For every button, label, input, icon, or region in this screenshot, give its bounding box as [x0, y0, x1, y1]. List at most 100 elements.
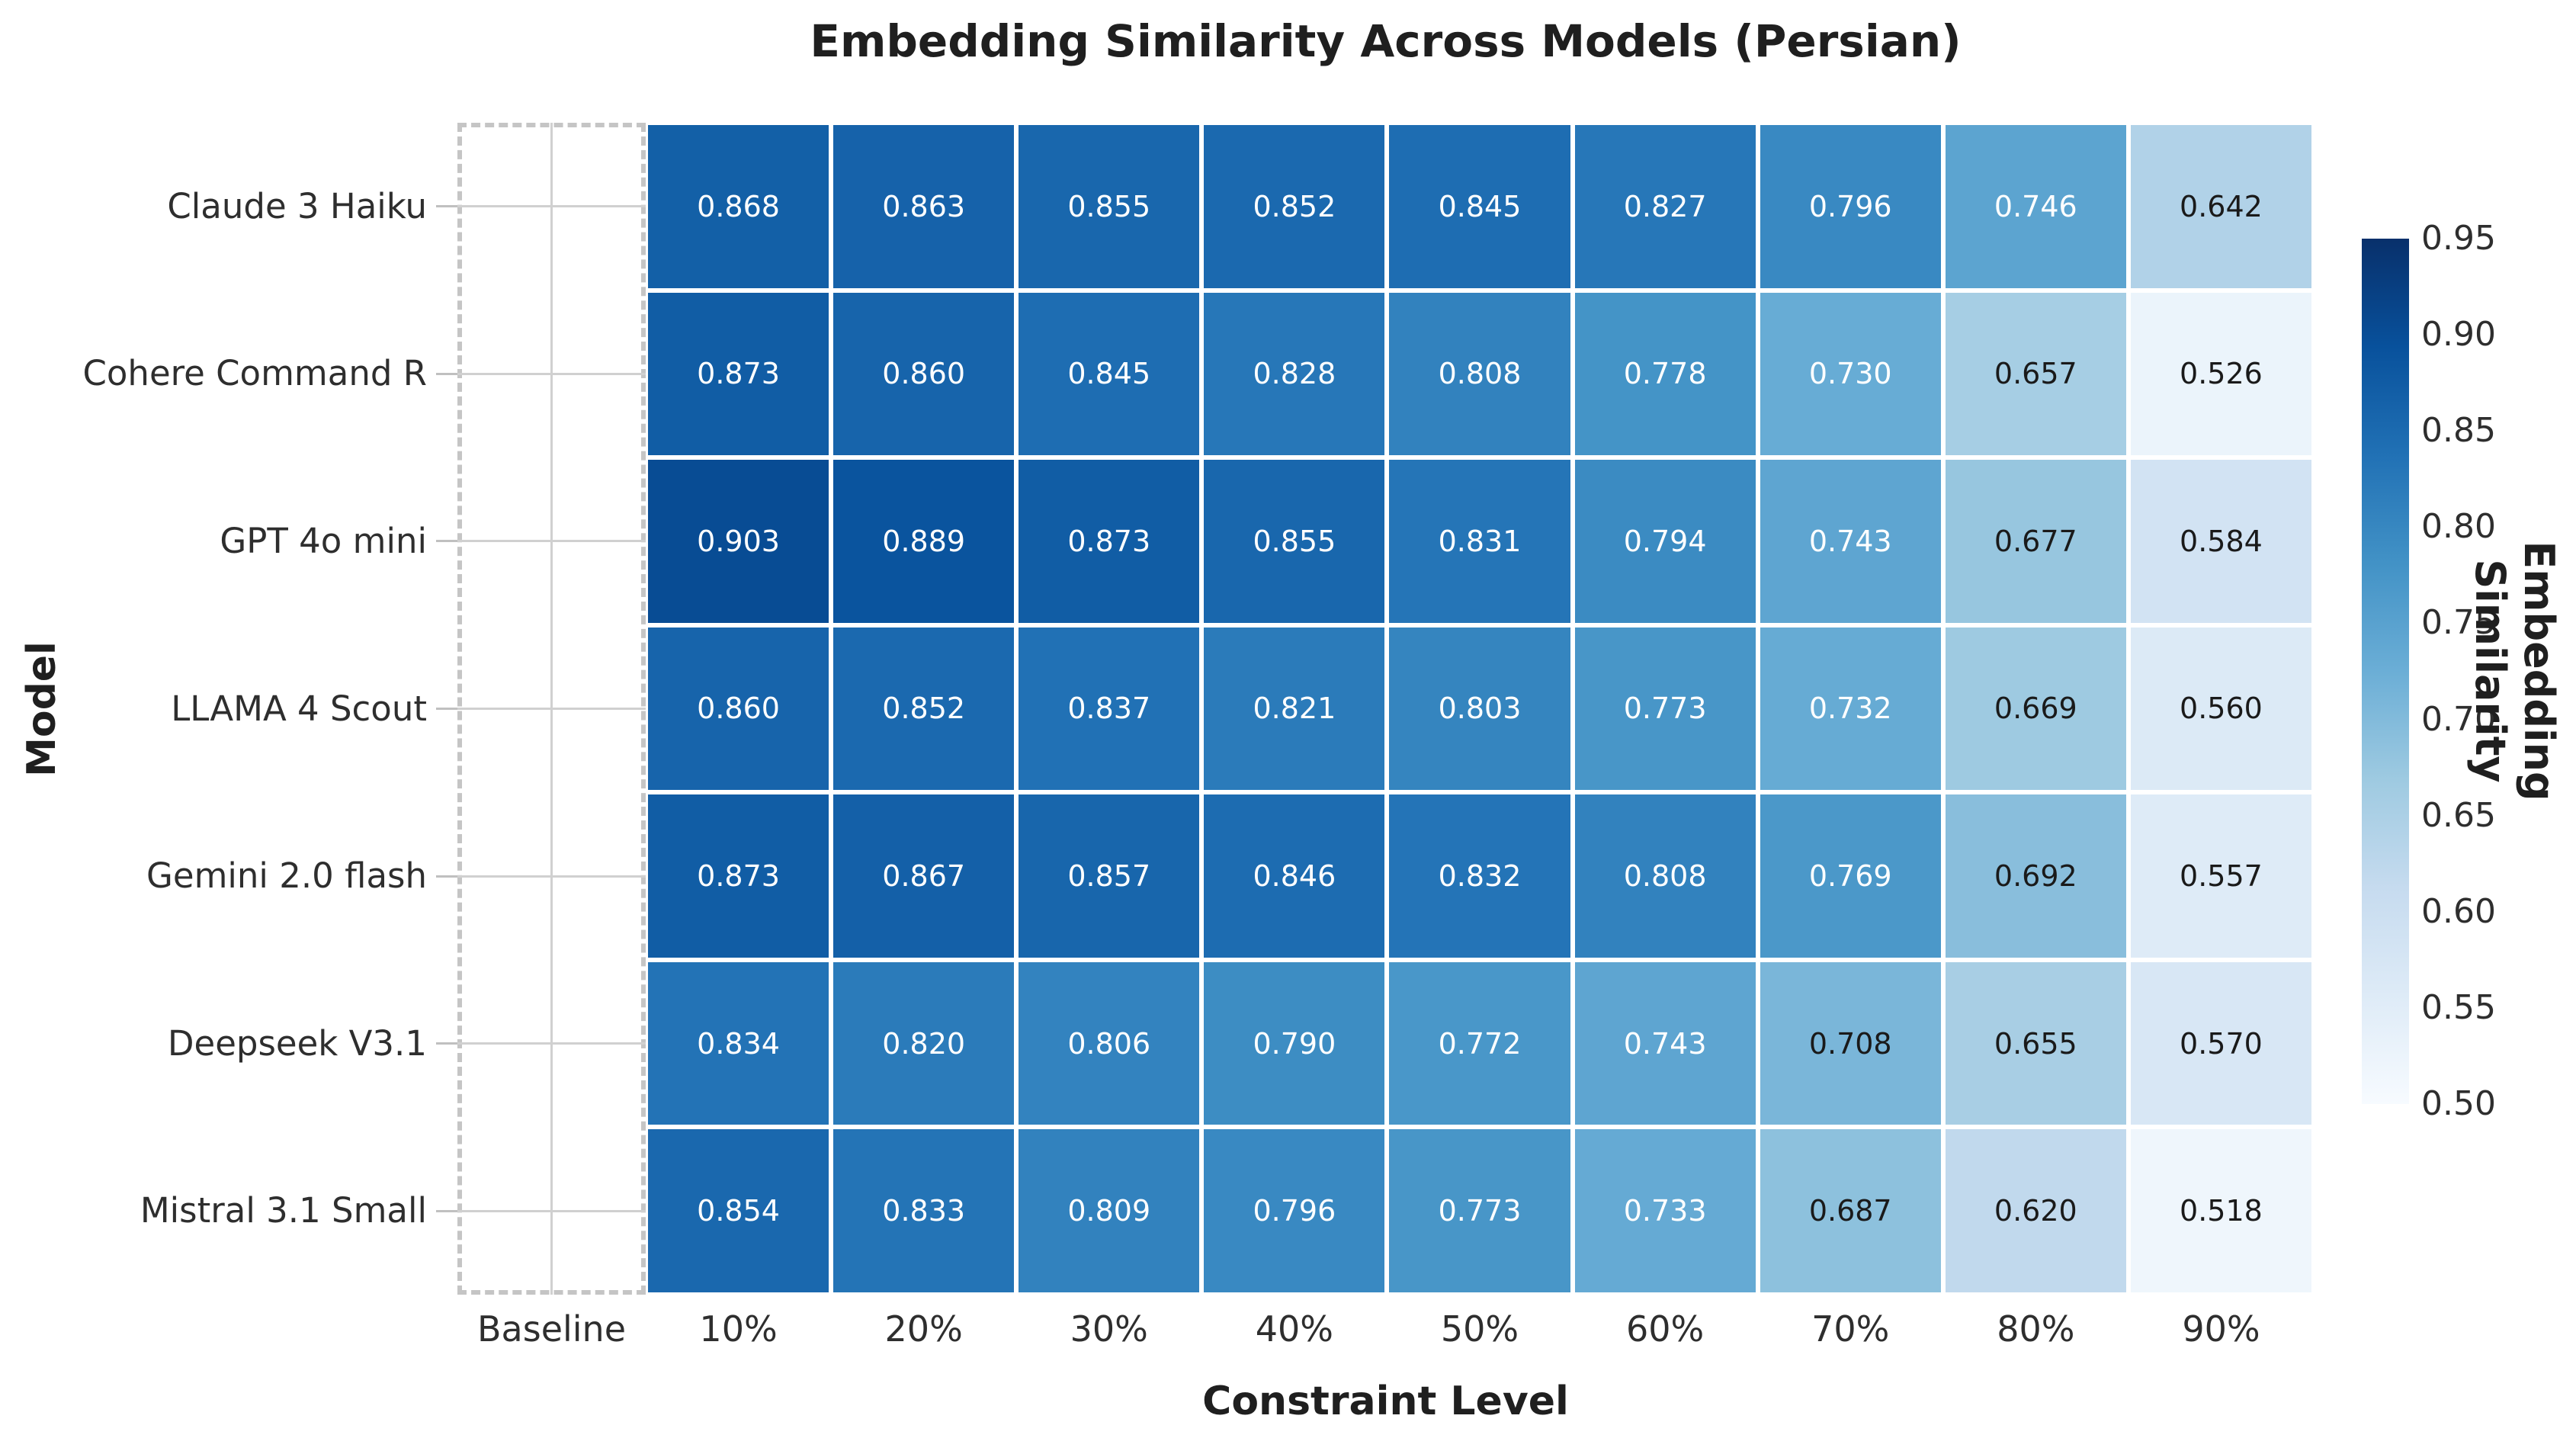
heatmap-cell: 0.831: [1387, 457, 1573, 625]
heatmap-cell: 0.854: [646, 1127, 832, 1295]
heatmap-cell: 0.834: [646, 959, 832, 1128]
baseline-horizontal-gridline: [457, 372, 646, 375]
heatmap-cell: 0.733: [1572, 1127, 1758, 1295]
heatmap-cell: 0.837: [1016, 624, 1202, 793]
heatmap-cell: 0.669: [1942, 624, 2128, 793]
heatmap-cell: 0.808: [1572, 792, 1758, 960]
colorbar-tick-label: 0.80: [2421, 507, 2496, 547]
heatmap-cell: 0.557: [2128, 792, 2314, 960]
heatmap-cell: 0.642: [2128, 123, 2314, 290]
heatmap-cell: 0.772: [1387, 959, 1573, 1128]
heatmap-cell: 0.845: [1387, 123, 1573, 290]
colorbar-gradient: [2362, 239, 2409, 1104]
heatmap-cell: 0.852: [831, 624, 1017, 793]
colorbar-tick-label: 0.90: [2421, 315, 2496, 355]
y-tick-mark: [436, 875, 457, 878]
heatmap-cell: 0.518: [2128, 1127, 2314, 1295]
heatmap-cell: 0.873: [646, 290, 832, 458]
heatmap-cell: 0.828: [1201, 290, 1387, 458]
colorbar-tick-label: 0.70: [2421, 699, 2496, 739]
heatmap-cell: 0.655: [1942, 959, 2128, 1128]
y-tick-mark: [436, 372, 457, 375]
baseline-empty-column: [457, 123, 646, 1295]
y-tick-label: Deepseek V3.1: [167, 1022, 427, 1064]
heatmap-cell: 0.657: [1942, 290, 2128, 458]
heatmap-cell: 0.857: [1016, 792, 1202, 960]
heatmap-cell: 0.773: [1387, 1127, 1573, 1295]
heatmap-cell: 0.778: [1572, 290, 1758, 458]
heatmap-cell: 0.903: [646, 457, 832, 625]
heatmap-cell: 0.832: [1387, 792, 1573, 960]
heatmap-cell: 0.860: [646, 624, 832, 793]
heatmap-cell: 0.821: [1201, 624, 1387, 793]
heatmap-cell: 0.855: [1016, 123, 1202, 290]
heatmap-cell: 0.867: [831, 792, 1017, 960]
y-tick-mark: [436, 540, 457, 543]
heatmap-cell: 0.677: [1942, 457, 2128, 625]
heatmap-cell: 0.845: [1016, 290, 1202, 458]
x-tick-label: 90%: [2182, 1308, 2260, 1350]
colorbar-tick-label: 0.60: [2421, 891, 2496, 931]
heatmap-cell: 0.687: [1757, 1127, 1943, 1295]
heatmap-cell: 0.732: [1757, 624, 1943, 793]
colorbar-tick-label: 0.55: [2421, 987, 2496, 1027]
baseline-horizontal-gridline: [457, 205, 646, 208]
y-tick-mark: [436, 1209, 457, 1212]
heatmap-cell: 0.692: [1942, 792, 2128, 960]
y-tick-label: GPT 4o mini: [220, 520, 427, 561]
heatmap-cell: 0.873: [646, 792, 832, 960]
colorbar-title: Embedding Similarity: [2466, 541, 2563, 801]
colorbar-tick-label: 0.65: [2421, 795, 2496, 835]
heatmap-cell: 0.809: [1016, 1127, 1202, 1295]
heatmap-cell: 0.852: [1201, 123, 1387, 290]
heatmap-cell: 0.846: [1201, 792, 1387, 960]
heatmap-cell: 0.620: [1942, 1127, 2128, 1295]
heatmap-cell: 0.570: [2128, 959, 2314, 1128]
heatmap-cell: 0.790: [1201, 959, 1387, 1128]
heatmap-cell: 0.803: [1387, 624, 1573, 793]
y-tick-mark: [436, 1042, 457, 1045]
x-tick-label: 30%: [1070, 1308, 1148, 1350]
baseline-horizontal-gridline: [457, 540, 646, 543]
heatmap-cell: 0.806: [1016, 959, 1202, 1128]
heatmap-cell: 0.584: [2128, 457, 2314, 625]
y-tick-mark: [436, 708, 457, 710]
colorbar-tick-label: 0.95: [2421, 219, 2496, 258]
heatmap-cell: 0.889: [831, 457, 1017, 625]
x-tick-label: 50%: [1440, 1308, 1519, 1350]
heatmap-cell: 0.773: [1572, 624, 1758, 793]
y-tick-label: Mistral 3.1 Small: [140, 1190, 427, 1231]
heatmap-cell: 0.863: [831, 123, 1017, 290]
heatmap-cell: 0.730: [1757, 290, 1943, 458]
x-tick-label: 70%: [1811, 1308, 1890, 1350]
colorbar-tick-label: 0.85: [2421, 411, 2496, 451]
heatmap-grid: 0.868 0.863 0.855 0.852 0.845 0.827 0.796 0.746…: [646, 123, 2314, 1295]
x-axis-title: Constraint Level: [1202, 1379, 1569, 1424]
y-tick-mark: [436, 205, 457, 208]
heatmap-cell: 0.873: [1016, 457, 1202, 625]
colorbar-tick-label: 0.50: [2421, 1084, 2496, 1123]
heatmap-cell: 0.526: [2128, 290, 2314, 458]
heatmap-cell: 0.827: [1572, 123, 1758, 290]
heatmap-cell: 0.868: [646, 123, 832, 290]
x-tick-label: 80%: [1997, 1308, 2075, 1350]
heatmap-cell: 0.860: [831, 290, 1017, 458]
x-tick-label: Baseline: [476, 1308, 627, 1350]
x-tick-label: 20%: [884, 1308, 963, 1350]
heatmap-cell: 0.820: [831, 959, 1017, 1128]
x-tick-label: 40%: [1255, 1308, 1333, 1350]
y-tick-label: Gemini 2.0 flash: [146, 855, 427, 897]
heatmap-cell: 0.833: [831, 1127, 1017, 1295]
heatmap-cell: 0.796: [1201, 1127, 1387, 1295]
heatmap-cell: 0.746: [1942, 123, 2128, 290]
baseline-horizontal-gridline: [457, 875, 646, 878]
heatmap-cell: 0.743: [1757, 457, 1943, 625]
heatmap-cell: 0.855: [1201, 457, 1387, 625]
x-tick-label: 60%: [1625, 1308, 1705, 1350]
heatmap-cell: 0.794: [1572, 457, 1758, 625]
heatmap-cell: 0.769: [1757, 792, 1943, 960]
baseline-horizontal-gridline: [457, 708, 646, 710]
heatmap-cell: 0.796: [1757, 123, 1943, 290]
heatmap-cell: 0.808: [1387, 290, 1573, 458]
